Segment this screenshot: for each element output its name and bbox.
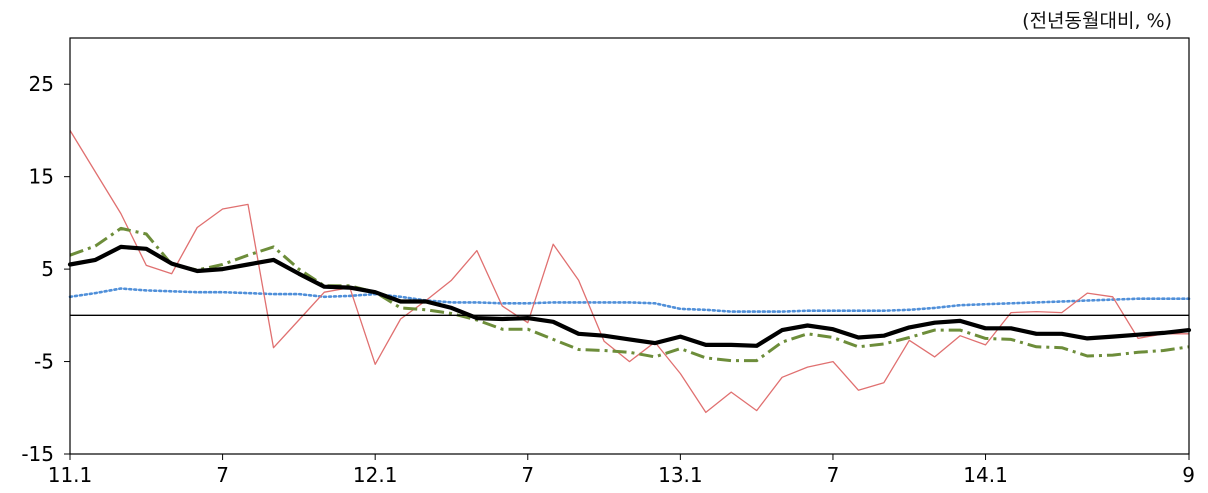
x-tick-label: 11.1 xyxy=(48,463,93,487)
plot-frame xyxy=(69,37,1190,455)
series-line-dash-dot-green xyxy=(69,226,1190,363)
x-tick-label: 14.1 xyxy=(963,463,1008,487)
y-tick-label: 15 xyxy=(29,165,54,189)
series-line-thin-red xyxy=(69,130,1189,414)
y-tick-label: 5 xyxy=(41,257,54,281)
unit-note: (전년동월대비, %) xyxy=(1022,10,1172,32)
x-tick-label: 7 xyxy=(216,463,229,487)
series-line-thick-black xyxy=(67,244,1192,348)
y-tick-label: -5 xyxy=(34,350,54,374)
x-tick-label: 7 xyxy=(521,463,534,487)
y-tick-label: -15 xyxy=(21,442,54,466)
x-tick-label: 9 xyxy=(1182,463,1195,487)
series-line-dotted-blue xyxy=(68,287,1191,313)
series-layer xyxy=(67,130,1192,414)
x-tick-label: 13.1 xyxy=(658,463,703,487)
x-tick-label: 12.1 xyxy=(353,463,398,487)
x-tick-label: 7 xyxy=(827,463,840,487)
y-tick-label: 25 xyxy=(29,72,54,96)
